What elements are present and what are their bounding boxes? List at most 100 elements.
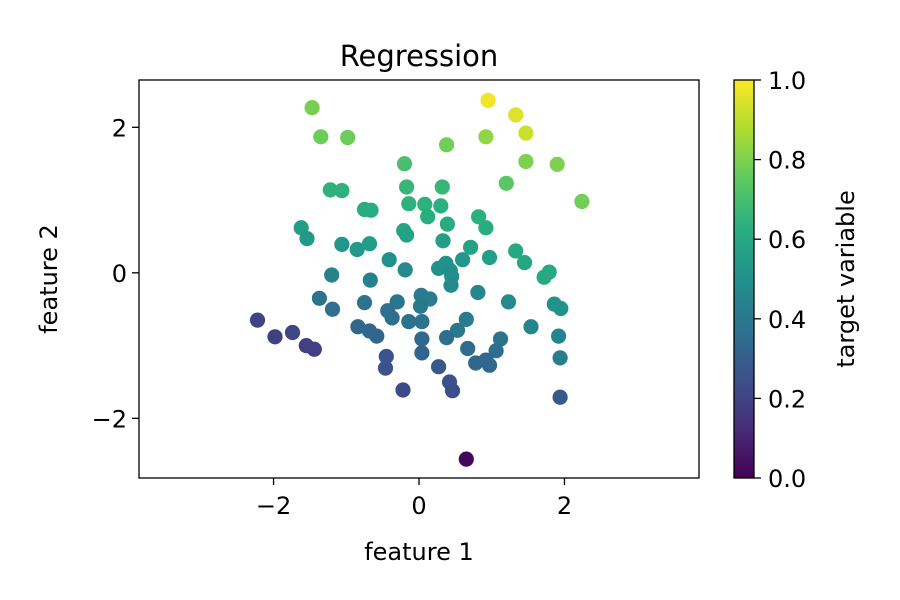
x-tick-label: −2 <box>256 492 291 520</box>
scatter-point <box>549 156 565 172</box>
scatter-point <box>340 129 356 146</box>
scatter-point <box>313 129 329 145</box>
scatter-point <box>349 241 365 258</box>
scatter-point <box>362 272 378 288</box>
scatter-point <box>471 209 487 225</box>
scatter-point <box>435 233 451 249</box>
scatter-point <box>334 236 350 252</box>
scatter-point <box>397 262 413 278</box>
scatter-point <box>460 340 476 357</box>
colorbar-tick-label: 1.0 <box>768 67 806 95</box>
scatter-point <box>551 328 567 344</box>
colorbar-tick-label: 0.2 <box>768 385 806 413</box>
colorbar-tick-label: 0.4 <box>768 306 806 334</box>
points-layer <box>249 92 590 467</box>
scatter-point <box>492 331 509 347</box>
scatter-point <box>552 350 568 366</box>
chart-title: Regression <box>340 39 499 73</box>
scatter-point <box>384 310 400 326</box>
scatter-point <box>439 216 455 232</box>
scatter-point <box>417 196 433 212</box>
scatter-point <box>449 322 466 338</box>
y-tick-label: −2 <box>92 405 127 433</box>
scatter-point <box>508 243 524 259</box>
scatter-point <box>334 183 350 199</box>
scatter-point <box>470 284 486 301</box>
scatter-point <box>414 331 430 347</box>
scatter-point <box>518 153 534 170</box>
scatter-point <box>395 382 411 398</box>
scatter-point <box>414 345 430 361</box>
scatter-point <box>356 295 373 311</box>
scatter-point <box>439 137 455 153</box>
scatter-point <box>478 129 494 145</box>
scatter-point <box>324 301 341 317</box>
scatter-point <box>396 156 413 172</box>
scatter-point <box>458 451 474 467</box>
x-axis-label: feature 1 <box>364 538 474 566</box>
scatter-point <box>369 328 385 344</box>
scatter-point <box>350 319 366 335</box>
y-axis-label: feature 2 <box>35 224 63 334</box>
colorbar-tick-label: 0.6 <box>768 226 806 254</box>
scatter-point <box>508 107 524 123</box>
scatter-point <box>306 341 322 357</box>
scatter-point <box>518 125 534 141</box>
scatter-point <box>324 267 340 283</box>
y-tick-label: 0 <box>112 260 127 288</box>
scatter-point <box>381 252 397 268</box>
scatter-point <box>420 209 436 225</box>
x-tick-label: 2 <box>557 492 572 520</box>
scatter-point <box>412 298 429 314</box>
scatter-point <box>311 290 327 306</box>
scatter-point <box>478 220 494 236</box>
scatter-point <box>439 330 455 346</box>
plot-frame <box>138 79 700 479</box>
scatter-point <box>434 179 450 195</box>
scatter-point <box>399 179 415 195</box>
scatter-point <box>523 319 539 335</box>
scatter-point <box>455 252 471 268</box>
scatter-point <box>377 360 394 376</box>
scatter-point <box>363 202 379 218</box>
scatter-point <box>553 300 569 317</box>
scatter-point <box>463 239 479 255</box>
scatter-point <box>444 383 461 399</box>
scatter-point <box>322 182 338 198</box>
scatter-point <box>304 100 320 116</box>
scatter-point <box>361 236 378 252</box>
x-axis: −2 0 2 <box>256 478 572 520</box>
scatter-point <box>536 269 552 285</box>
scatter-point <box>481 249 498 266</box>
scatter-point <box>516 255 533 271</box>
scatter-point <box>488 343 504 359</box>
scatter-point <box>574 193 590 210</box>
scatter-point <box>401 314 417 330</box>
scatter-point <box>267 329 283 345</box>
scatter-point <box>399 227 415 243</box>
scatter-point <box>299 231 315 247</box>
scatter-point <box>443 277 459 293</box>
y-tick-label: 2 <box>112 114 127 142</box>
scatter-point <box>552 389 568 405</box>
scatter-point <box>414 314 430 330</box>
scatter-point <box>401 196 417 212</box>
scatter-point <box>378 348 394 365</box>
scatter-point <box>433 198 449 214</box>
y-axis: −2 0 2 <box>92 114 139 433</box>
scatter-point <box>480 92 496 108</box>
scatter-point <box>458 311 474 327</box>
scatter-point <box>284 324 301 341</box>
colorbar <box>733 79 755 479</box>
scatter-point <box>500 294 517 310</box>
colorbar-axis: 0.0 0.2 0.4 0.6 0.8 1.0 <box>754 67 806 493</box>
scatter-point <box>498 175 514 191</box>
x-tick-label: 0 <box>411 492 426 520</box>
colorbar-label: target variable <box>832 190 860 367</box>
scatter-point <box>249 312 266 328</box>
scatter-point <box>481 357 498 373</box>
scatter-point <box>431 359 447 375</box>
colorbar-tick-label: 0.0 <box>768 465 806 493</box>
colorbar-tick-label: 0.8 <box>768 147 806 175</box>
